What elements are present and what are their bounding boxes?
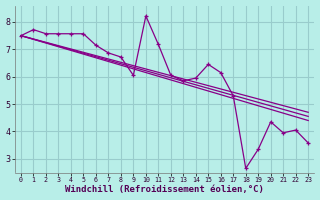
X-axis label: Windchill (Refroidissement éolien,°C): Windchill (Refroidissement éolien,°C) bbox=[65, 185, 264, 194]
